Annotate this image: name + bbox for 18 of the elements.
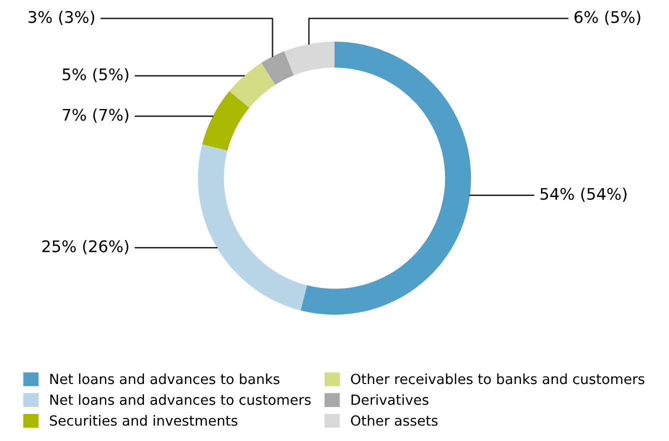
data-label: 6% (5%): [574, 10, 640, 25]
donut-slice: [284, 42, 334, 76]
donut-slice: [202, 91, 250, 151]
donut-slice: [300, 42, 472, 315]
data-label: 3% (3%): [28, 10, 94, 25]
legend-label: Other assets: [351, 415, 438, 426]
legend-label: Securities and investments: [50, 415, 238, 426]
legend-label: Net loans and advances to customers: [50, 394, 311, 406]
data-label: 25% (26%): [42, 240, 128, 254]
data-label: 7% (7%): [62, 108, 128, 123]
donut-slice: [198, 144, 307, 310]
donut-slice: [261, 51, 294, 85]
legend-label: Net loans and advances to banks: [50, 373, 280, 384]
donut-slice: [229, 62, 276, 108]
data-label: 5% (5%): [62, 68, 128, 82]
legend-label: Derivatives: [352, 394, 428, 406]
data-label: 54% (54%): [540, 188, 626, 202]
legend-label: Other receivables to banks and customers: [351, 373, 644, 384]
